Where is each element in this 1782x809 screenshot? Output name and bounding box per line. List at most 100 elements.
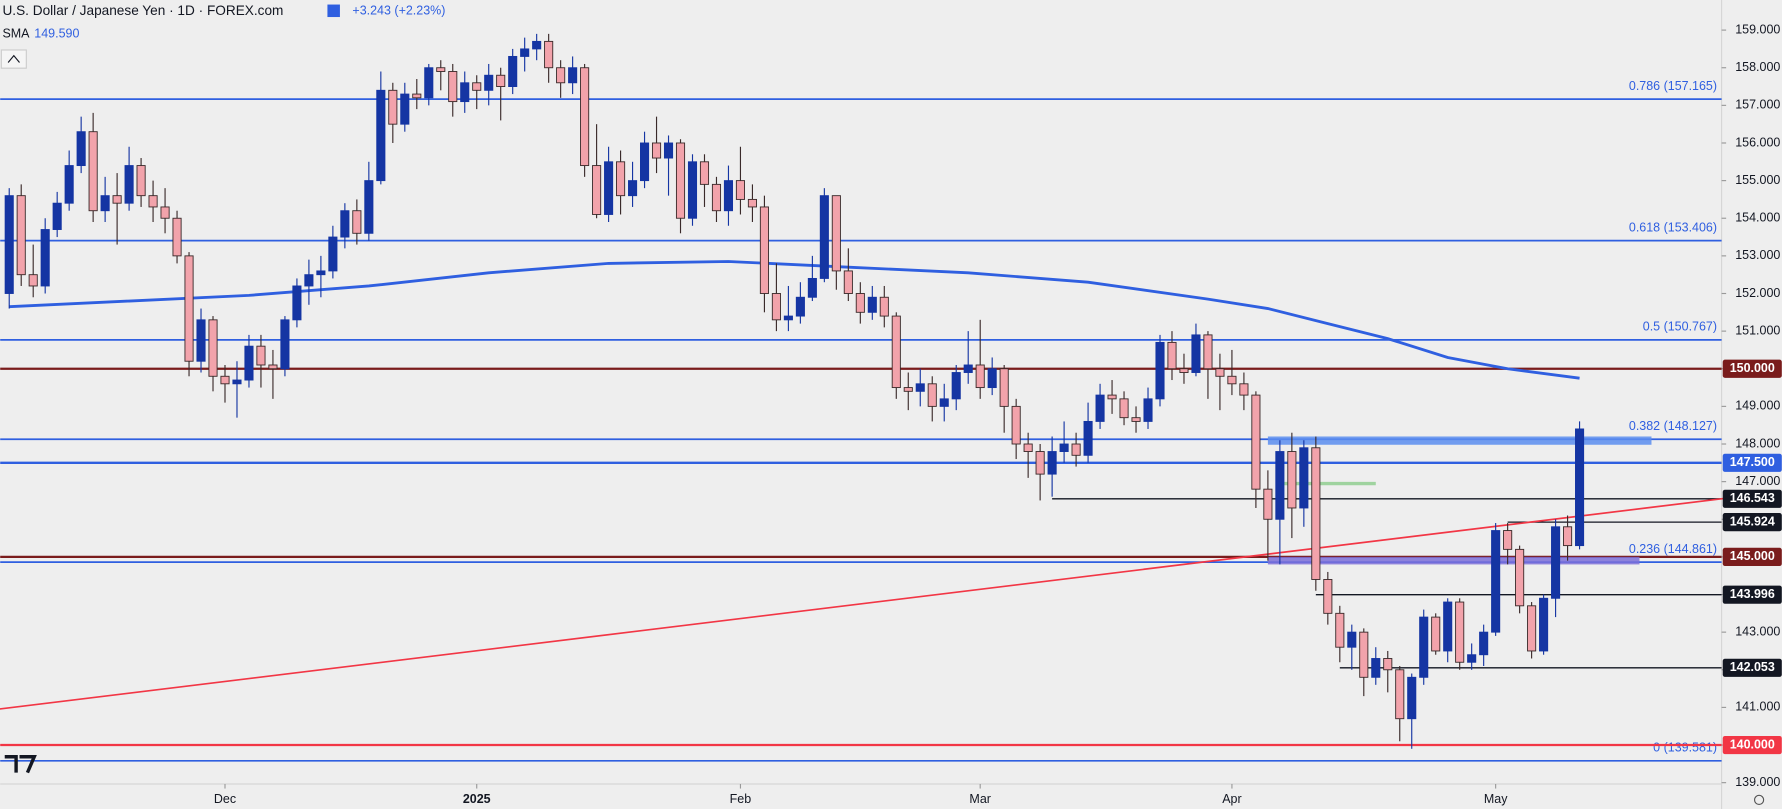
zone	[1267, 436, 1652, 445]
candle-body	[951, 372, 961, 400]
candle-body	[843, 270, 853, 294]
candle-body	[1047, 451, 1057, 475]
candle-body	[1479, 631, 1489, 656]
y-tick-label: 143.000	[1735, 624, 1780, 638]
candle-body	[328, 236, 338, 272]
candle-body	[136, 165, 146, 197]
candle-body	[1311, 447, 1321, 580]
price-badge	[1722, 547, 1782, 566]
candle-body	[1107, 394, 1117, 400]
price-badge-label: 145.000	[1730, 549, 1775, 563]
candle-body	[1515, 548, 1525, 607]
candle-body	[651, 142, 662, 159]
candle-body	[520, 48, 530, 57]
y-tick-label: 154.000	[1735, 211, 1780, 225]
candle-body	[771, 293, 781, 321]
candle-body	[160, 206, 170, 219]
sma-line	[9, 260, 1580, 380]
candle-body	[88, 131, 98, 212]
flag-icon[interactable]	[327, 4, 340, 18]
price-badge	[1722, 513, 1782, 532]
candle-body	[580, 67, 590, 167]
candle-body	[340, 210, 350, 238]
x-tick-label: Mar	[969, 792, 991, 806]
candle-body	[723, 180, 734, 212]
candle-body	[939, 398, 949, 407]
candle-body	[124, 165, 134, 204]
candle-body	[927, 383, 937, 407]
candle-body	[256, 345, 266, 366]
price-badge-label: 146.543	[1730, 491, 1775, 505]
candle-body	[1083, 420, 1093, 456]
candle-body	[76, 131, 86, 167]
indicator-name[interactable]: SMA	[2, 26, 30, 40]
candle-body	[112, 195, 122, 204]
candle-body	[64, 165, 74, 204]
candle-body	[184, 255, 194, 362]
candle-body	[1143, 398, 1153, 422]
candle-body	[1575, 428, 1585, 547]
candle-body	[100, 195, 110, 212]
candle-body	[879, 296, 889, 317]
candle-body	[280, 319, 290, 370]
candle-body	[400, 93, 410, 125]
candle-body	[1167, 341, 1177, 370]
candle-body	[1527, 605, 1537, 652]
y-tick-label: 151.000	[1735, 323, 1780, 337]
candle-body	[1395, 669, 1405, 720]
candle-body	[783, 315, 793, 321]
y-tick-label: 155.000	[1735, 173, 1780, 187]
candle-body	[616, 161, 626, 197]
indicator-value: 149.590	[34, 26, 79, 40]
candle-body	[592, 165, 602, 215]
candle-body	[148, 195, 158, 208]
candle-body	[640, 142, 650, 182]
candle-body	[604, 161, 614, 215]
price-change: +3.243 (+2.23%)	[352, 4, 445, 18]
settings-icon[interactable]	[1753, 794, 1765, 806]
symbol-title[interactable]: U.S. Dollar / Japanese Yen · 1D · FOREX.…	[2, 3, 283, 18]
candle-body	[556, 67, 566, 84]
candle-body	[711, 183, 722, 212]
candle-body	[795, 296, 805, 317]
x-tick-label: Feb	[730, 792, 752, 806]
candle-body	[1563, 526, 1573, 547]
y-tick-label: 153.000	[1735, 248, 1780, 262]
price-badge-label: 145.924	[1730, 514, 1775, 528]
price-badge	[1722, 453, 1782, 472]
price-badge	[1722, 658, 1782, 677]
price-badge	[1722, 489, 1782, 508]
candle-body	[675, 142, 686, 219]
candle-body	[1191, 334, 1201, 373]
candle-body	[268, 364, 278, 370]
candle-body	[1347, 631, 1357, 648]
x-tick-label: May	[1484, 792, 1508, 806]
candle-body	[747, 198, 757, 208]
candle-body	[1323, 579, 1333, 614]
candle-body	[1251, 394, 1261, 490]
candle-body	[1227, 375, 1237, 385]
candle-body	[1179, 368, 1189, 373]
y-tick-label: 152.000	[1735, 286, 1780, 300]
x-tick-label: Apr	[1222, 792, 1241, 806]
logo[interactable]	[4, 755, 37, 774]
y-tick-label: 148.000	[1735, 436, 1780, 450]
price-badge-label: 147.500	[1730, 455, 1775, 469]
plot: 139.000140.000141.000142.000143.000144.0…	[0, 22, 1782, 806]
collapse-button[interactable]	[0, 49, 27, 69]
price-badge-label: 142.053	[1730, 660, 1775, 674]
candle-body	[364, 180, 374, 234]
candle-body	[1155, 341, 1165, 400]
candle-body	[1335, 612, 1345, 648]
candle-body	[963, 364, 973, 373]
zone	[1267, 556, 1640, 565]
candle-body	[244, 345, 254, 381]
candle-body	[987, 368, 997, 389]
candle-body	[292, 285, 302, 321]
candle-body	[1263, 488, 1273, 520]
fib-label: 0.786 (157.165)	[1629, 79, 1717, 93]
candle-body	[1383, 658, 1393, 671]
